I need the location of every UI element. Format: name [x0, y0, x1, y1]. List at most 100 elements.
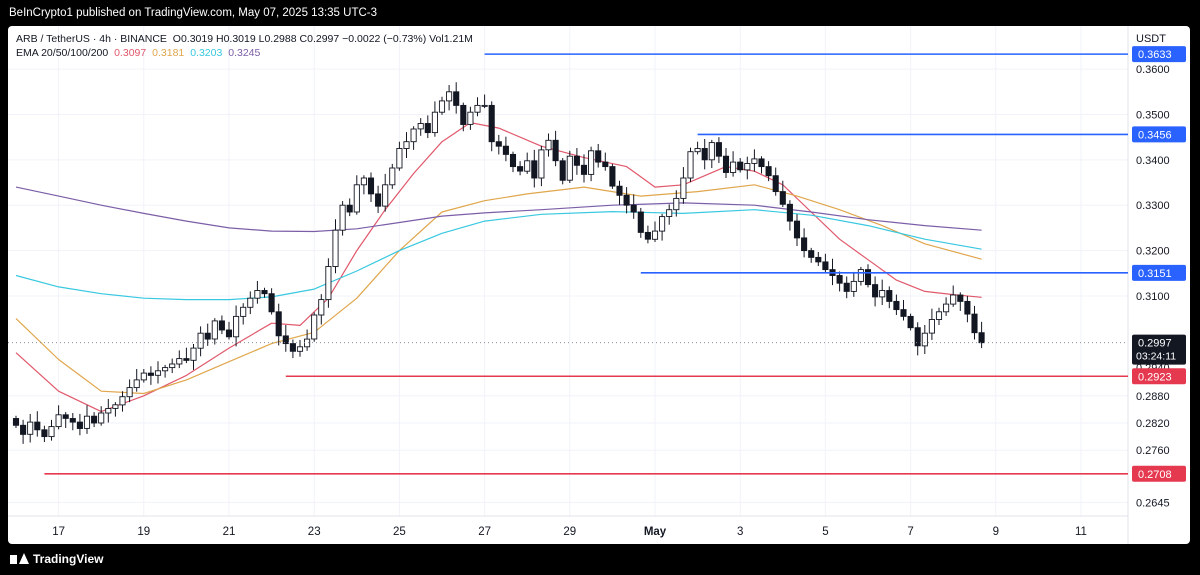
candle-body: [730, 161, 737, 173]
candle: [261, 287, 268, 298]
candle-body: [183, 358, 190, 361]
level-badge-label: 0.3456: [1138, 129, 1172, 141]
candle: [460, 102, 467, 132]
level-badge: [1132, 465, 1186, 482]
y-tick-label: 0.3500: [1136, 109, 1170, 121]
tradingview-logo-icon: [10, 553, 29, 565]
candle: [446, 84, 453, 111]
candle-body: [169, 363, 176, 369]
candle: [943, 297, 950, 316]
candle-body: [98, 412, 105, 424]
candle: [240, 303, 247, 325]
candle: [76, 413, 83, 436]
candle-body: [112, 404, 119, 409]
candle: [481, 94, 488, 109]
ohlc-open: O0.3019: [172, 33, 214, 45]
y-tick-label: 0.3400: [1136, 155, 1170, 167]
candle-body: [850, 280, 857, 292]
candle-body: [289, 343, 296, 352]
symbol-row: ARB / TetherUS · 4h · BINANCE O0.3019 H0…: [16, 32, 473, 46]
candle: [772, 167, 779, 196]
candle-body: [218, 320, 225, 331]
ema20-value: 0.3097: [114, 47, 147, 59]
chart-panel[interactable]: ARB / TetherUS · 4h · BINANCE O0.3019 H0…: [8, 26, 1190, 544]
candle-body: [126, 387, 133, 398]
candle: [119, 391, 126, 412]
ema100-value: 0.3203: [190, 47, 223, 59]
candle-body: [339, 204, 346, 231]
candle-body: [495, 141, 502, 147]
candle: [83, 405, 91, 434]
candle: [978, 321, 985, 349]
candle: [552, 130, 559, 167]
candle-body: [162, 367, 169, 372]
candle: [545, 133, 552, 157]
candle-body: [864, 269, 872, 286]
candle: [282, 324, 289, 352]
candle: [304, 329, 311, 351]
candle: [431, 101, 438, 137]
candle-countdown: 03:24:11: [1136, 351, 1176, 363]
candle: [893, 294, 900, 316]
candle-body: [62, 414, 69, 419]
candle-body: [950, 294, 957, 305]
candle-body: [190, 347, 197, 361]
candle: [467, 106, 474, 130]
candle: [247, 291, 254, 315]
candle: [701, 138, 708, 170]
candle-body: [69, 418, 76, 423]
candle-body: [616, 185, 623, 196]
candle: [687, 147, 694, 183]
candle-body: [666, 209, 673, 217]
candle-body: [623, 194, 630, 206]
candle-body: [282, 335, 289, 345]
currency-label: USDT: [1136, 33, 1166, 45]
x-tick-label: 17: [52, 526, 65, 538]
candle-body: [964, 300, 971, 315]
x-tick-label: 9: [993, 526, 999, 538]
ohlc-change: −0.0022 (−0.73%): [342, 33, 427, 45]
symbol-label: ARB / TetherUS · 4h · BINANCE: [16, 33, 167, 45]
candle-body: [914, 327, 921, 347]
candle-body: [247, 297, 254, 308]
candle-body: [659, 216, 666, 232]
candle-body: [907, 315, 914, 329]
candle-body: [403, 141, 410, 149]
candle-body: [438, 100, 446, 113]
candle: [928, 308, 935, 340]
x-tick-label: 29: [563, 526, 576, 538]
candle-body: [417, 123, 424, 130]
candle: [367, 172, 375, 203]
candle: [488, 101, 495, 152]
candle-body: [886, 290, 893, 302]
candle: [55, 405, 62, 430]
candle-body: [524, 160, 531, 172]
candle: [907, 313, 914, 331]
y-tick-label: 0.3600: [1136, 64, 1170, 76]
candle-body: [332, 229, 339, 267]
candle: [524, 152, 531, 174]
candle: [609, 163, 616, 189]
candle: [864, 264, 872, 288]
candle-body: [275, 311, 282, 337]
candle: [801, 228, 808, 258]
candle: [843, 276, 850, 299]
candle-body: [76, 421, 83, 429]
candle: [900, 300, 907, 321]
candle: [98, 406, 105, 426]
candle: [360, 175, 367, 195]
price-chart[interactable]: USDT 0.3600 0.3500 0.3400 0.3300 0.3200 0.3100…: [8, 26, 1190, 544]
candle: [971, 305, 978, 340]
candles: [12, 82, 985, 444]
candle: [162, 364, 169, 378]
candle-body: [879, 290, 886, 298]
candle: [318, 294, 325, 325]
candle-body: [34, 421, 41, 431]
x-tick-label: May: [644, 526, 667, 538]
candle: [34, 411, 41, 437]
candle-body: [147, 372, 154, 376]
level-badge: [1132, 126, 1186, 143]
candle: [815, 251, 822, 267]
candle: [140, 369, 147, 383]
candle: [410, 126, 417, 150]
